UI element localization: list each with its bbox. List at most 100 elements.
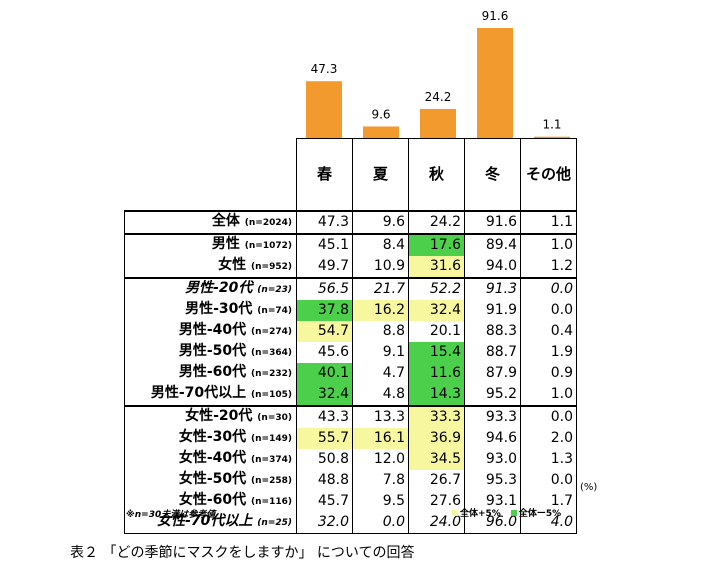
column-header: 春	[296, 138, 353, 211]
table-cell: 12.0	[352, 448, 409, 470]
table-row: 女性-20代 (n=30) 43.3 13.3 33.3 93.3 0.0	[124, 404, 577, 428]
bar-value-label: 91.6	[482, 9, 509, 23]
table-cell: 56.5	[296, 276, 353, 300]
bar-value-label: 24.2	[425, 90, 452, 104]
row-sample-size: (n=374)	[251, 454, 292, 465]
table-cell: 0.0	[352, 511, 409, 534]
table-cell: 48.8	[296, 469, 353, 491]
table-cell: 1.0	[520, 232, 577, 256]
bar-value-label: 1.1	[542, 118, 561, 132]
table-cell: 93.1	[464, 490, 521, 512]
table-cell: 9.1	[352, 341, 409, 363]
row-label-cell: 女性 (n=952)	[124, 255, 297, 278]
table-row: 男性-20代 (n=23) 56.5 21.7 52.2 91.3 0.0	[124, 276, 577, 300]
row-sample-size: (n=364)	[251, 347, 292, 358]
table-row: 男性-70代以上 (n=105) 32.4 4.8 14.3 95.2 1.0	[124, 383, 577, 406]
table-cell: 89.4	[464, 232, 521, 256]
row-label: 女性-40代	[178, 449, 247, 466]
table-cell: 26.7	[408, 469, 465, 491]
row-label-cell: 男性 (n=1072)	[124, 232, 297, 256]
row-label: 女性-60代	[178, 491, 247, 508]
table-cell: 20.1	[408, 320, 465, 342]
legend-item-hi: 全体+5%	[452, 506, 501, 519]
table-row: 女性-60代 (n=116) 45.7 9.5 27.6 93.1 1.7	[124, 490, 577, 512]
bar-chart: 47.3 9.6 24.2 91.6 1.1	[306, 9, 570, 138]
row-sample-size: (n=2024)	[244, 217, 292, 228]
table-cell: 94.0	[464, 255, 521, 278]
row-sample-size: (n=952)	[251, 261, 292, 272]
table-cell: 95.3	[464, 469, 521, 491]
row-label-cell: 男性-50代 (n=364)	[124, 341, 297, 363]
table-cell: 0.9	[520, 362, 577, 384]
bar-value-label: 47.3	[311, 62, 338, 76]
legend-swatch-hi	[452, 509, 458, 516]
row-label: 男性	[211, 235, 240, 252]
row-label-cell: 男性-70代以上 (n=105)	[124, 383, 297, 406]
table-cell: 96.0	[464, 511, 521, 534]
table-cell: 16.1	[352, 427, 409, 449]
table-row: 女性 (n=952) 49.7 10.9 31.6 94.0 1.2	[124, 255, 577, 278]
table-row: 女性-50代 (n=258) 48.8 7.8 26.7 95.3 0.0	[124, 469, 577, 491]
reference-note: ※n=30未満は参考値	[126, 510, 216, 520]
table-cell: 91.3	[464, 276, 521, 300]
highlight-legend: 全体+5% 全体ー5%	[452, 506, 571, 519]
row-sample-size: (n=232)	[251, 368, 292, 379]
row-sample-size: (n=105)	[251, 389, 292, 400]
bar-4	[534, 136, 570, 138]
table-cell: 11.6	[408, 362, 465, 384]
table-cell: 45.1	[296, 232, 353, 256]
table-cell: 8.4	[352, 232, 409, 256]
row-label: 女性	[218, 256, 247, 273]
table-cell: 13.3	[352, 404, 409, 428]
row-label-cell: 女性-70代以上 (n=25)	[124, 511, 297, 534]
table-cell: 17.6	[408, 232, 465, 256]
table-cell: 24.2	[408, 209, 465, 234]
table-cell: 88.3	[464, 320, 521, 342]
table-cell: 14.3	[408, 383, 465, 406]
bar-0	[306, 81, 342, 138]
row-sample-size: (n=274)	[251, 326, 292, 337]
table-cell: 33.3	[408, 404, 465, 428]
table-cell: 16.2	[352, 299, 409, 321]
row-sample-size: (n=258)	[251, 475, 292, 486]
row-label: 男性-40代	[178, 321, 247, 338]
table-row: 男性-50代 (n=364) 45.6 9.1 15.4 88.7 1.9	[124, 341, 577, 363]
table-cell: 43.3	[296, 404, 353, 428]
row-sample-size: (n=1072)	[244, 240, 292, 251]
bar-3	[477, 28, 513, 138]
table-cell: 10.9	[352, 255, 409, 278]
table-cell: 1.9	[520, 341, 577, 363]
row-sample-size: (n=23)	[257, 284, 292, 295]
row-label-cell: 女性-20代 (n=30)	[124, 404, 297, 428]
row-sample-size: (n=30)	[257, 412, 292, 423]
table-cell: 88.7	[464, 341, 521, 363]
column-header: 夏	[352, 138, 409, 211]
table-cell: 4.7	[352, 362, 409, 384]
table-cell: 8.8	[352, 320, 409, 342]
table-row: 男性 (n=1072) 45.1 8.4 17.6 89.4 1.0	[124, 232, 577, 256]
table-row: 男性-30代 (n=74) 37.8 16.2 32.4 91.9 0.0	[124, 299, 577, 321]
table-cell: 9.5	[352, 490, 409, 512]
table-cell: 1.1	[520, 209, 577, 234]
row-label-cell: 男性-30代 (n=74)	[124, 299, 297, 321]
table-cell: 0.0	[520, 276, 577, 300]
row-label: 男性-50代	[178, 342, 247, 359]
table-cell: 37.8	[296, 299, 353, 321]
table-cell: 52.2	[408, 276, 465, 300]
unit-label: (%)	[580, 482, 598, 493]
table-cell: 4.0	[520, 511, 577, 534]
table-cell: 95.2	[464, 383, 521, 406]
table-cell: 36.9	[408, 427, 465, 449]
table-header-row: 春夏秋冬その他	[124, 138, 577, 211]
table-cell: 54.7	[296, 320, 353, 342]
bar-1	[363, 126, 399, 138]
header-blank-cell	[124, 138, 297, 211]
table-cell: 45.7	[296, 490, 353, 512]
table-cell: 31.6	[408, 255, 465, 278]
row-label: 女性-20代	[185, 407, 253, 424]
column-header: 秋	[408, 138, 465, 211]
row-label: 男性-30代	[185, 300, 253, 317]
table-cell: 50.8	[296, 448, 353, 470]
table-cell: 4.8	[352, 383, 409, 406]
legend-label-hi: 全体+5%	[460, 509, 501, 519]
